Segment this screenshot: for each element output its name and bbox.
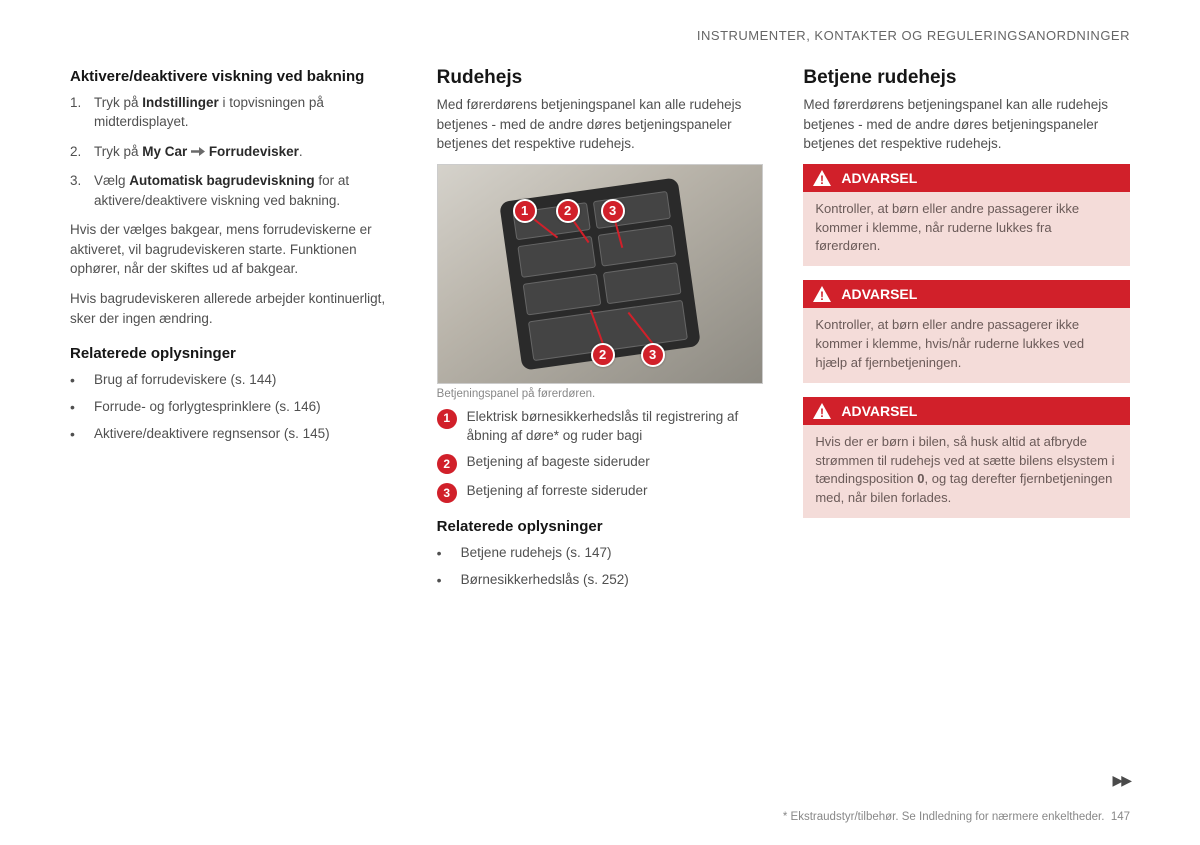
list-item: Børnesikkerhedslås (s. 252) xyxy=(437,570,764,591)
warning-text: Kontroller, at børn eller andre passager… xyxy=(803,308,1130,383)
warning-label: ADVARSEL xyxy=(841,170,917,186)
warning-triangle-icon: ! xyxy=(813,170,831,186)
content-columns: Aktivere/deaktivere viskning ved bakning… xyxy=(70,67,1130,597)
step-2: 2. Tryk på My Car Forrudevisker. xyxy=(70,142,397,162)
section-title: Betjene rudehejs xyxy=(803,67,1130,89)
continue-icon: ▶▶ xyxy=(1112,772,1130,789)
paragraph: Hvis bagrudeviskeren allerede arbejder k… xyxy=(70,289,397,328)
related-list: Betjene rudehejs (s. 147) Børnesikkerhed… xyxy=(437,543,764,591)
warning-label: ADVARSEL xyxy=(841,286,917,302)
step-3: 3. Vælg Automatisk bagrudeviskning for a… xyxy=(70,171,397,210)
numbered-steps: 1. Tryk på Indstillinger i topvisningen … xyxy=(70,93,397,211)
callout-badge: 3 xyxy=(601,199,625,223)
warning-label: ADVARSEL xyxy=(841,403,917,419)
callout-badge: 1 xyxy=(513,199,537,223)
svg-text:!: ! xyxy=(820,406,824,419)
list-item: Forrude- og forlygtesprinklere (s. 146) xyxy=(70,397,397,418)
column-middle: Rudehejs Med førerdørens betjeningspanel… xyxy=(437,67,764,597)
switch xyxy=(523,273,602,315)
warning-triangle-icon: ! xyxy=(813,403,831,419)
legend-text: Elektrisk børnesikkerhedslås til registr… xyxy=(467,408,764,446)
callout-badge: 2 xyxy=(591,343,615,367)
svg-text:!: ! xyxy=(820,289,824,302)
step-text: Tryk på My Car Forrudevisker. xyxy=(94,142,303,162)
switch xyxy=(598,224,677,266)
page-footer: * Ekstraudstyr/tilbehør. Se Indledning f… xyxy=(783,811,1130,823)
step-text: Vælg Automatisk bagrudeviskning for at a… xyxy=(94,171,397,210)
section-title: Rudehejs xyxy=(437,67,764,89)
step-number: 2. xyxy=(70,142,94,162)
column-right: Betjene rudehejs Med førerdørens betjeni… xyxy=(803,67,1130,597)
warning-header: ! ADVARSEL xyxy=(803,164,1130,192)
chapter-header: INSTRUMENTER, KONTAKTER OG REGULERINGSAN… xyxy=(70,28,1130,43)
callout-badge: 2 xyxy=(556,199,580,223)
arrow-right-icon xyxy=(191,146,205,157)
section-title: Aktivere/deaktivere viskning ved bakning xyxy=(70,67,397,87)
step-number: 1. xyxy=(70,93,94,132)
warning-box: ! ADVARSEL Kontroller, at børn eller and… xyxy=(803,280,1130,383)
paragraph: Hvis der vælges bakgear, mens forrudevis… xyxy=(70,220,397,279)
related-title: Relaterede oplysninger xyxy=(70,344,397,364)
list-item: Brug af forrudeviskere (s. 144) xyxy=(70,370,397,391)
switch xyxy=(517,235,596,277)
warning-triangle-icon: ! xyxy=(813,286,831,302)
callout-badge: 3 xyxy=(641,343,665,367)
svg-text:!: ! xyxy=(820,173,824,186)
related-list: Brug af forrudeviskere (s. 144) Forrude-… xyxy=(70,370,397,445)
warning-header: ! ADVARSEL xyxy=(803,280,1130,308)
legend-text: Betjening af bageste sideruder xyxy=(467,453,650,474)
warning-header: ! ADVARSEL xyxy=(803,397,1130,425)
column-left: Aktivere/deaktivere viskning ved bakning… xyxy=(70,67,397,597)
page-number: 147 xyxy=(1111,811,1130,823)
legend-item: 2 Betjening af bageste sideruder xyxy=(437,453,764,474)
figure-caption: Betjeningspanel på førerdøren. xyxy=(437,388,764,400)
intro-paragraph: Med førerdørens betjeningspanel kan alle… xyxy=(803,95,1130,154)
warning-text: Hvis der er børn i bilen, så husk altid … xyxy=(803,425,1130,518)
step-number: 3. xyxy=(70,171,94,210)
warning-box: ! ADVARSEL Kontroller, at børn eller and… xyxy=(803,164,1130,267)
legend-item: 1 Elektrisk børnesikkerhedslås til regis… xyxy=(437,408,764,446)
warning-box: ! ADVARSEL Hvis der er børn i bilen, så … xyxy=(803,397,1130,518)
footnote-text: * Ekstraudstyr/tilbehør. Se Indledning f… xyxy=(783,811,1105,823)
step-text: Tryk på Indstillinger i topvisningen på … xyxy=(94,93,397,132)
legend-badge: 1 xyxy=(437,409,457,429)
step-1: 1. Tryk på Indstillinger i topvisningen … xyxy=(70,93,397,132)
related-title: Relaterede oplysninger xyxy=(437,517,764,537)
legend-item: 3 Betjening af forreste sideruder xyxy=(437,482,764,503)
list-item: Aktivere/deaktivere regnsensor (s. 145) xyxy=(70,424,397,445)
legend-badge: 2 xyxy=(437,454,457,474)
legend-text: Betjening af forreste sideruder xyxy=(467,482,648,503)
legend-badge: 3 xyxy=(437,483,457,503)
intro-paragraph: Med førerdørens betjeningspanel kan alle… xyxy=(437,95,764,154)
warning-text: Kontroller, at børn eller andre passager… xyxy=(803,192,1130,267)
figure-control-panel: 1 2 3 2 3 xyxy=(437,164,764,384)
switch xyxy=(603,262,682,304)
list-item: Betjene rudehejs (s. 147) xyxy=(437,543,764,564)
